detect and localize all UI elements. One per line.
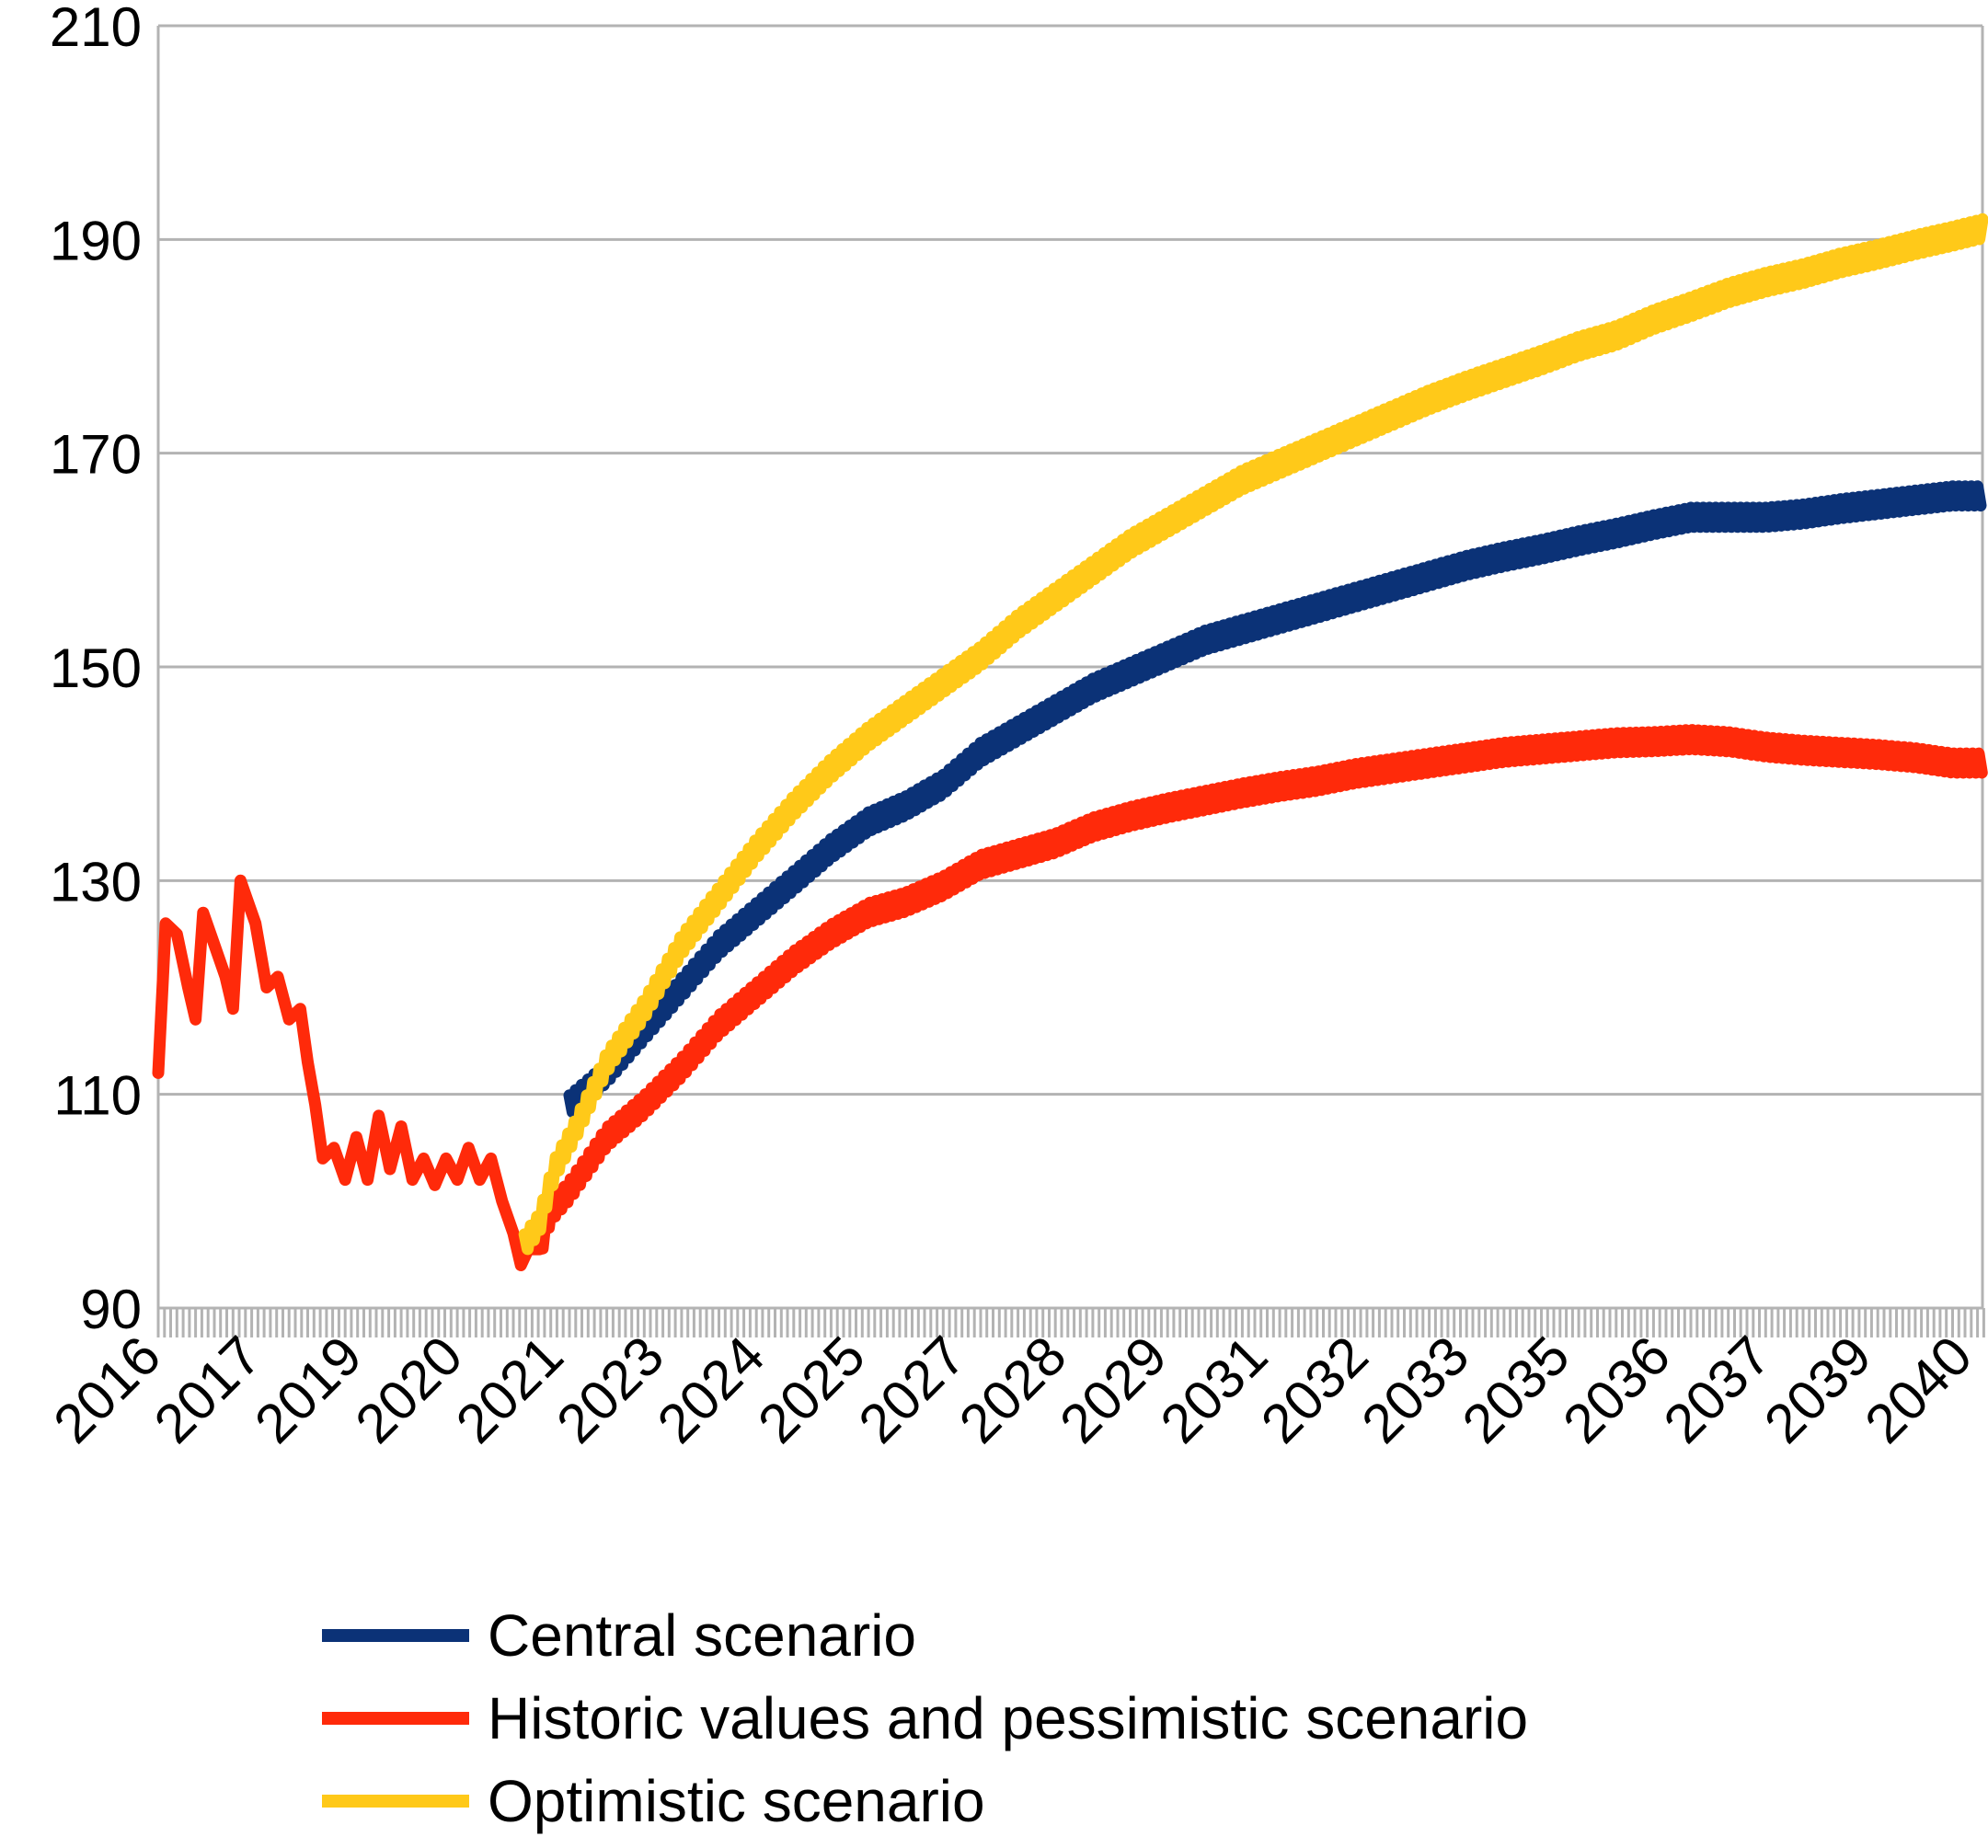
gridlines [158, 24, 1982, 1310]
plot-lines [152, 212, 1988, 1271]
legend-historic-pessimistic: Historic values and pessimistic scenario [322, 1685, 1528, 1751]
y-tick-label: 210 [50, 0, 142, 58]
y-tick-label: 130 [50, 851, 142, 913]
x-minor-ticks [156, 1308, 1985, 1337]
legend-optimistic-scenario: Optimistic scenario [322, 1768, 985, 1834]
legend-label: Optimistic scenario [488, 1768, 985, 1834]
axes [156, 26, 1985, 1337]
legend-central-scenario: Central scenario [322, 1602, 916, 1669]
y-tick-label: 190 [50, 210, 142, 271]
y-tick-label: 110 [53, 1065, 142, 1127]
y-tick-label: 170 [50, 424, 142, 486]
optimistic-scenario-line [518, 212, 1988, 1256]
legend: Central scenario Historic values and pess… [322, 1602, 1528, 1834]
y-tick-label: 150 [50, 637, 142, 699]
y-tick-label: 90 [80, 1279, 142, 1340]
legend-label: Historic values and pessimistic scenario [488, 1685, 1528, 1751]
historic-pessimistic-line [152, 724, 1988, 1271]
legend-label: Central scenario [488, 1602, 916, 1669]
central-scenario-line [563, 480, 1987, 1119]
y-axis-ticks: 90 110 130 150 170 190 210 [50, 0, 142, 1340]
